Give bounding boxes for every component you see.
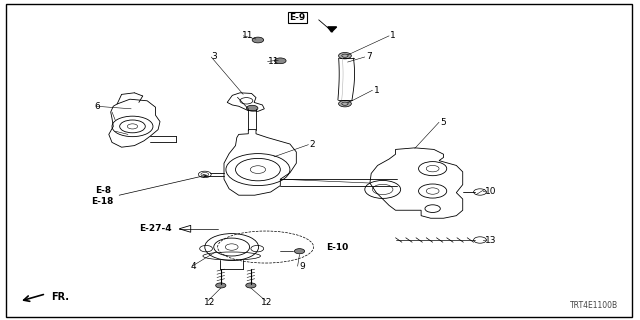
Text: 4: 4 [191,262,196,271]
Text: 7: 7 [366,52,372,61]
Circle shape [339,52,351,59]
Text: 5: 5 [440,118,446,127]
Text: 10: 10 [485,187,497,196]
Circle shape [339,100,351,107]
Text: 1: 1 [374,86,380,95]
Polygon shape [328,27,337,32]
Text: E-9: E-9 [289,13,305,22]
Text: 6: 6 [95,102,100,111]
Text: 1: 1 [390,31,396,40]
Text: 11: 11 [242,31,253,40]
Circle shape [246,105,258,111]
Text: TRT4E1100B: TRT4E1100B [570,301,618,310]
Circle shape [294,249,305,254]
Text: 3: 3 [211,52,217,61]
Text: E-8: E-8 [95,186,111,195]
Circle shape [246,283,256,288]
Circle shape [252,37,264,43]
Text: E-18: E-18 [92,197,114,206]
Text: E-10: E-10 [326,244,349,252]
Circle shape [216,283,226,288]
Circle shape [275,58,286,64]
Text: 12: 12 [204,298,215,307]
Text: 2: 2 [310,140,316,149]
Text: 12: 12 [261,298,273,307]
Text: 13: 13 [485,236,497,245]
Text: E-27-4: E-27-4 [140,224,172,233]
Text: 9: 9 [300,262,305,271]
Text: 11: 11 [268,57,279,66]
Text: FR.: FR. [51,292,69,302]
